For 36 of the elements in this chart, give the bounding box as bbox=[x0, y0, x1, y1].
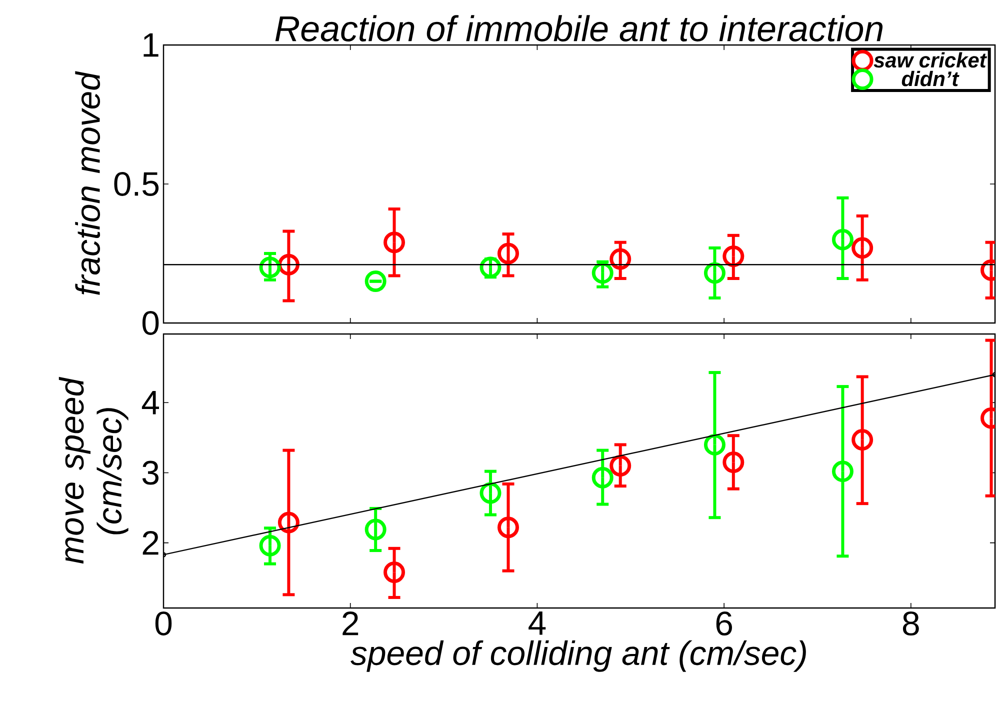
x-tick-label: 4 bbox=[528, 611, 546, 635]
point bbox=[498, 242, 519, 264]
point bbox=[832, 460, 854, 482]
point bbox=[610, 454, 632, 476]
point bbox=[832, 228, 854, 250]
y-tick-label: 4 bbox=[142, 390, 159, 414]
point bbox=[722, 246, 744, 268]
x-axis-title: speed of colliding ant (cm/sec) bbox=[350, 640, 806, 672]
y-tick-label: 1 bbox=[144, 33, 158, 57]
y-tick-label: 3 bbox=[142, 460, 158, 485]
legend-label: didn’t bbox=[902, 70, 960, 86]
point bbox=[384, 561, 406, 583]
point bbox=[704, 434, 726, 456]
point bbox=[852, 237, 874, 259]
point bbox=[610, 248, 632, 270]
y-axis-title: move speed (cm/sec) bbox=[58, 376, 128, 564]
chart-title: Reaction of immobile ant to interaction bbox=[275, 15, 883, 42]
point bbox=[722, 451, 744, 473]
point bbox=[384, 232, 406, 254]
y-axis-title: fraction moved bbox=[75, 71, 100, 295]
point bbox=[278, 512, 300, 534]
point bbox=[259, 256, 281, 278]
point bbox=[852, 429, 874, 451]
point bbox=[364, 270, 386, 292]
point bbox=[592, 466, 614, 488]
x-tick-label: 2 bbox=[342, 612, 358, 636]
legend-label: saw cricket bbox=[874, 52, 988, 68]
point bbox=[498, 516, 519, 538]
y-tick-label: 2 bbox=[142, 530, 158, 555]
y-tick-label: 0.5 bbox=[114, 172, 159, 196]
point bbox=[364, 518, 386, 540]
x-tick-label: 6 bbox=[716, 612, 732, 636]
point bbox=[480, 256, 502, 278]
y-tick-label: 0 bbox=[142, 310, 159, 335]
point bbox=[259, 534, 281, 556]
x-tick-label: 8 bbox=[902, 612, 919, 636]
